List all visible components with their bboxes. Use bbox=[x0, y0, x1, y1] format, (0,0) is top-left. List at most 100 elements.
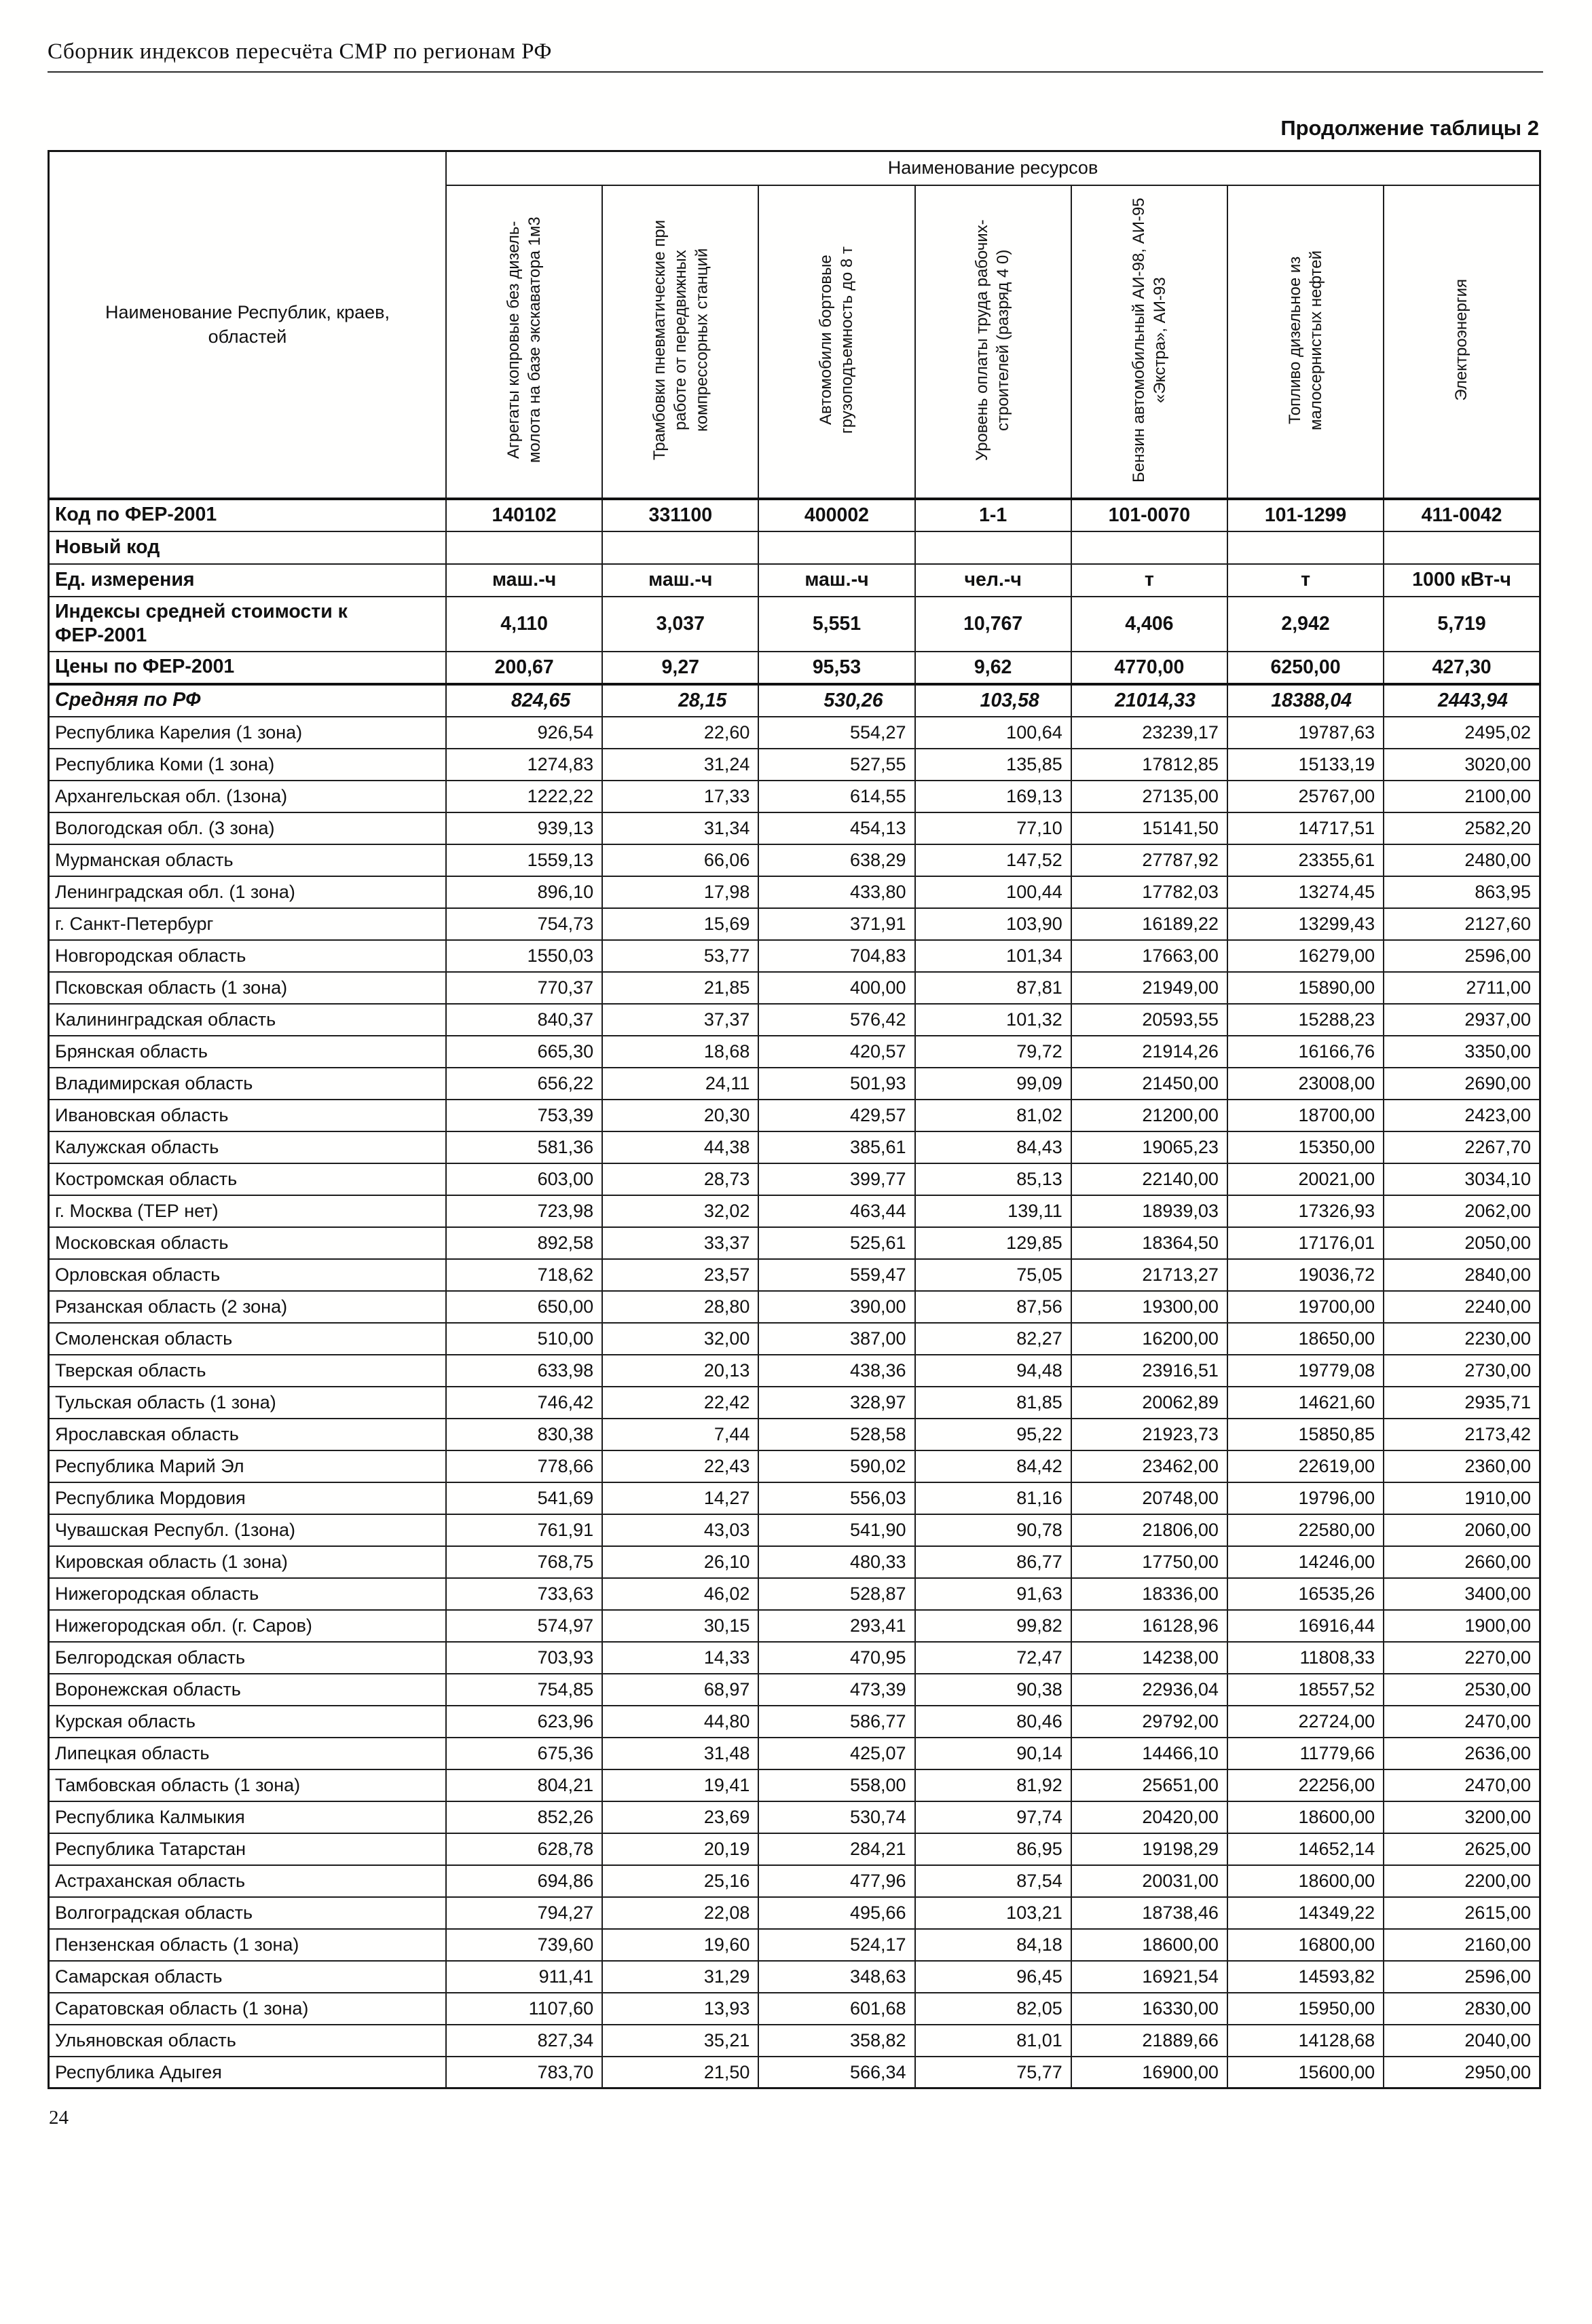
value-cell: 19198,29 bbox=[1070, 1832, 1228, 1866]
value-cell: 16900,00 bbox=[1070, 2055, 1228, 2089]
value-cell: 586,77 bbox=[758, 1704, 916, 1738]
meta-row: Новый код bbox=[48, 530, 1541, 565]
value-cell: 17326,93 bbox=[1226, 1194, 1385, 1228]
value-cell: 82,05 bbox=[914, 1991, 1072, 2025]
value-cell: 22,08 bbox=[601, 1896, 760, 1930]
region-row: Белгородская область 703,93 14,33 470,95 72,… bbox=[48, 1641, 1541, 1674]
region-row: г. Москва (ТЕР нет) 723,98 32,02 463,44 139,… bbox=[48, 1194, 1541, 1228]
value-cell: 739,60 bbox=[445, 1928, 604, 1962]
value-cell: 22724,00 bbox=[1226, 1704, 1385, 1738]
value-cell: 2470,00 bbox=[1383, 1768, 1541, 1802]
region-name: Липецкая область bbox=[48, 1736, 447, 1770]
value-cell: 86,95 bbox=[914, 1832, 1072, 1866]
value-cell: 72,47 bbox=[914, 1641, 1072, 1674]
value-cell: 2711,00 bbox=[1383, 971, 1541, 1005]
column-header-text: Бензин автомобильный АИ-98, АИ-95 «Экстр… bbox=[1129, 197, 1169, 483]
value-cell: 87,54 bbox=[914, 1864, 1072, 1898]
value-cell: 399,77 bbox=[758, 1162, 916, 1196]
region-name: Республика Адыгея bbox=[48, 2055, 447, 2089]
value-cell: 81,01 bbox=[914, 2023, 1072, 2057]
value-cell: 601,68 bbox=[758, 1991, 916, 2025]
value-cell: 2582,20 bbox=[1383, 811, 1541, 845]
value-cell: 21,50 bbox=[601, 2055, 760, 2089]
value-cell: 16166,76 bbox=[1226, 1034, 1385, 1068]
document-title: Сборник индексов пересчёта СМР по регион… bbox=[48, 39, 1543, 73]
value-cell: 18336,00 bbox=[1070, 1577, 1228, 1611]
value-cell: 768,75 bbox=[445, 1545, 604, 1579]
region-name: Новгородская область bbox=[48, 939, 447, 973]
region-row: Республика Мордовия 541,69 14,27 556,03 81,1… bbox=[48, 1481, 1541, 1515]
value-cell: 20031,00 bbox=[1070, 1864, 1228, 1898]
meta-row: Код по ФЕР-2001 140102 331100 400002 1-1 101-… bbox=[48, 497, 1541, 532]
value-cell: 20,19 bbox=[601, 1832, 760, 1866]
value-cell: 18600,00 bbox=[1226, 1800, 1385, 1834]
value-cell: 32,00 bbox=[601, 1322, 760, 1355]
value-cell: 358,82 bbox=[758, 2023, 916, 2057]
value-cell: 14238,00 bbox=[1070, 1641, 1228, 1674]
region-name: Астраханская область bbox=[48, 1864, 447, 1898]
value-cell: 14621,60 bbox=[1226, 1385, 1385, 1419]
value-cell: 20593,55 bbox=[1070, 1002, 1228, 1036]
value-cell: 528,58 bbox=[758, 1417, 916, 1451]
value-cell: 1550,03 bbox=[445, 939, 604, 973]
value-cell: 694,86 bbox=[445, 1864, 604, 1898]
region-row: Тульская область (1 зона) 746,42 22,42 328,… bbox=[48, 1385, 1541, 1419]
value-cell: 22936,04 bbox=[1070, 1672, 1228, 1706]
region-name: Ленинградская обл. (1 зона) bbox=[48, 875, 447, 909]
value-cell: 17812,85 bbox=[1070, 747, 1228, 781]
value-cell: 2596,00 bbox=[1383, 939, 1541, 973]
value-cell: 27135,00 bbox=[1070, 779, 1228, 813]
value-cell: 16189,22 bbox=[1070, 907, 1228, 941]
region-name: Рязанская область (2 зона) bbox=[48, 1290, 447, 1324]
value-cell: 84,43 bbox=[914, 1130, 1072, 1164]
column-header-text: Агрегаты копровые без дизель-молота на б… bbox=[504, 217, 544, 463]
value-cell: 25767,00 bbox=[1226, 779, 1385, 813]
value-cell: 2100,00 bbox=[1383, 779, 1541, 813]
value-cell: 21923,73 bbox=[1070, 1417, 1228, 1451]
region-row: Республика Татарстан 628,78 20,19 284,21 86,… bbox=[48, 1832, 1541, 1866]
value-cell: 17782,03 bbox=[1070, 875, 1228, 909]
value-cell: 103,21 bbox=[914, 1896, 1072, 1930]
column-header-text: Топливо дизельное из малосернистых нефте… bbox=[1285, 249, 1326, 430]
value-cell: 387,00 bbox=[758, 1322, 916, 1355]
region-row: Тверская область 633,98 20,13 438,36 94,48 23… bbox=[48, 1353, 1541, 1387]
value-cell: 566,34 bbox=[758, 2055, 916, 2089]
value-cell: 25,16 bbox=[601, 1864, 760, 1898]
value-cell: 718,62 bbox=[445, 1258, 604, 1292]
value-cell: 3034,10 bbox=[1383, 1162, 1541, 1196]
region-name: Республика Карелия (1 зона) bbox=[48, 715, 447, 749]
value-cell: 2470,00 bbox=[1383, 1704, 1541, 1738]
column-header-text: Автомобили бортовые грузоподъемность до … bbox=[817, 246, 857, 434]
value-cell: 101,34 bbox=[914, 939, 1072, 973]
value-cell: 24,11 bbox=[601, 1066, 760, 1100]
meta-value-cell: 4770,00 bbox=[1070, 650, 1228, 685]
value-cell: 81,85 bbox=[914, 1385, 1072, 1419]
value-cell: 754,85 bbox=[445, 1672, 604, 1706]
value-cell: 103,90 bbox=[914, 907, 1072, 941]
value-cell: 558,00 bbox=[758, 1768, 916, 1802]
region-name: Курская область bbox=[48, 1704, 447, 1738]
value-cell: 100,44 bbox=[914, 875, 1072, 909]
value-cell: 23239,17 bbox=[1070, 715, 1228, 749]
meta-value-cell: 530,26 bbox=[758, 682, 916, 717]
region-name: Мурманская область bbox=[48, 843, 447, 877]
meta-value-cell: маш.-ч bbox=[445, 563, 604, 597]
column-header-0: Агрегаты копровые без дизель-молота на б… bbox=[445, 184, 604, 500]
value-cell: 22619,00 bbox=[1226, 1449, 1385, 1483]
region-name: Пензенская область (1 зона) bbox=[48, 1928, 447, 1962]
value-cell: 80,46 bbox=[914, 1704, 1072, 1738]
value-cell: 16916,44 bbox=[1226, 1609, 1385, 1643]
value-cell: 638,29 bbox=[758, 843, 916, 877]
value-cell: 3020,00 bbox=[1383, 747, 1541, 781]
value-cell: 84,18 bbox=[914, 1928, 1072, 1962]
region-name: Республика Мордовия bbox=[48, 1481, 447, 1515]
resources-header: Наименование ресурсов bbox=[445, 150, 1541, 186]
meta-value-cell: 1000 кВт-ч bbox=[1383, 563, 1541, 597]
value-cell: 94,48 bbox=[914, 1353, 1072, 1387]
value-cell: 18939,03 bbox=[1070, 1194, 1228, 1228]
region-row: Калужская область 581,36 44,38 385,61 84,43 1… bbox=[48, 1130, 1541, 1164]
region-name: Чувашская Республ. (1зона) bbox=[48, 1513, 447, 1547]
value-cell: 91,63 bbox=[914, 1577, 1072, 1611]
column-header-text: Электроэнергия bbox=[1452, 278, 1471, 401]
value-cell: 633,98 bbox=[445, 1353, 604, 1387]
